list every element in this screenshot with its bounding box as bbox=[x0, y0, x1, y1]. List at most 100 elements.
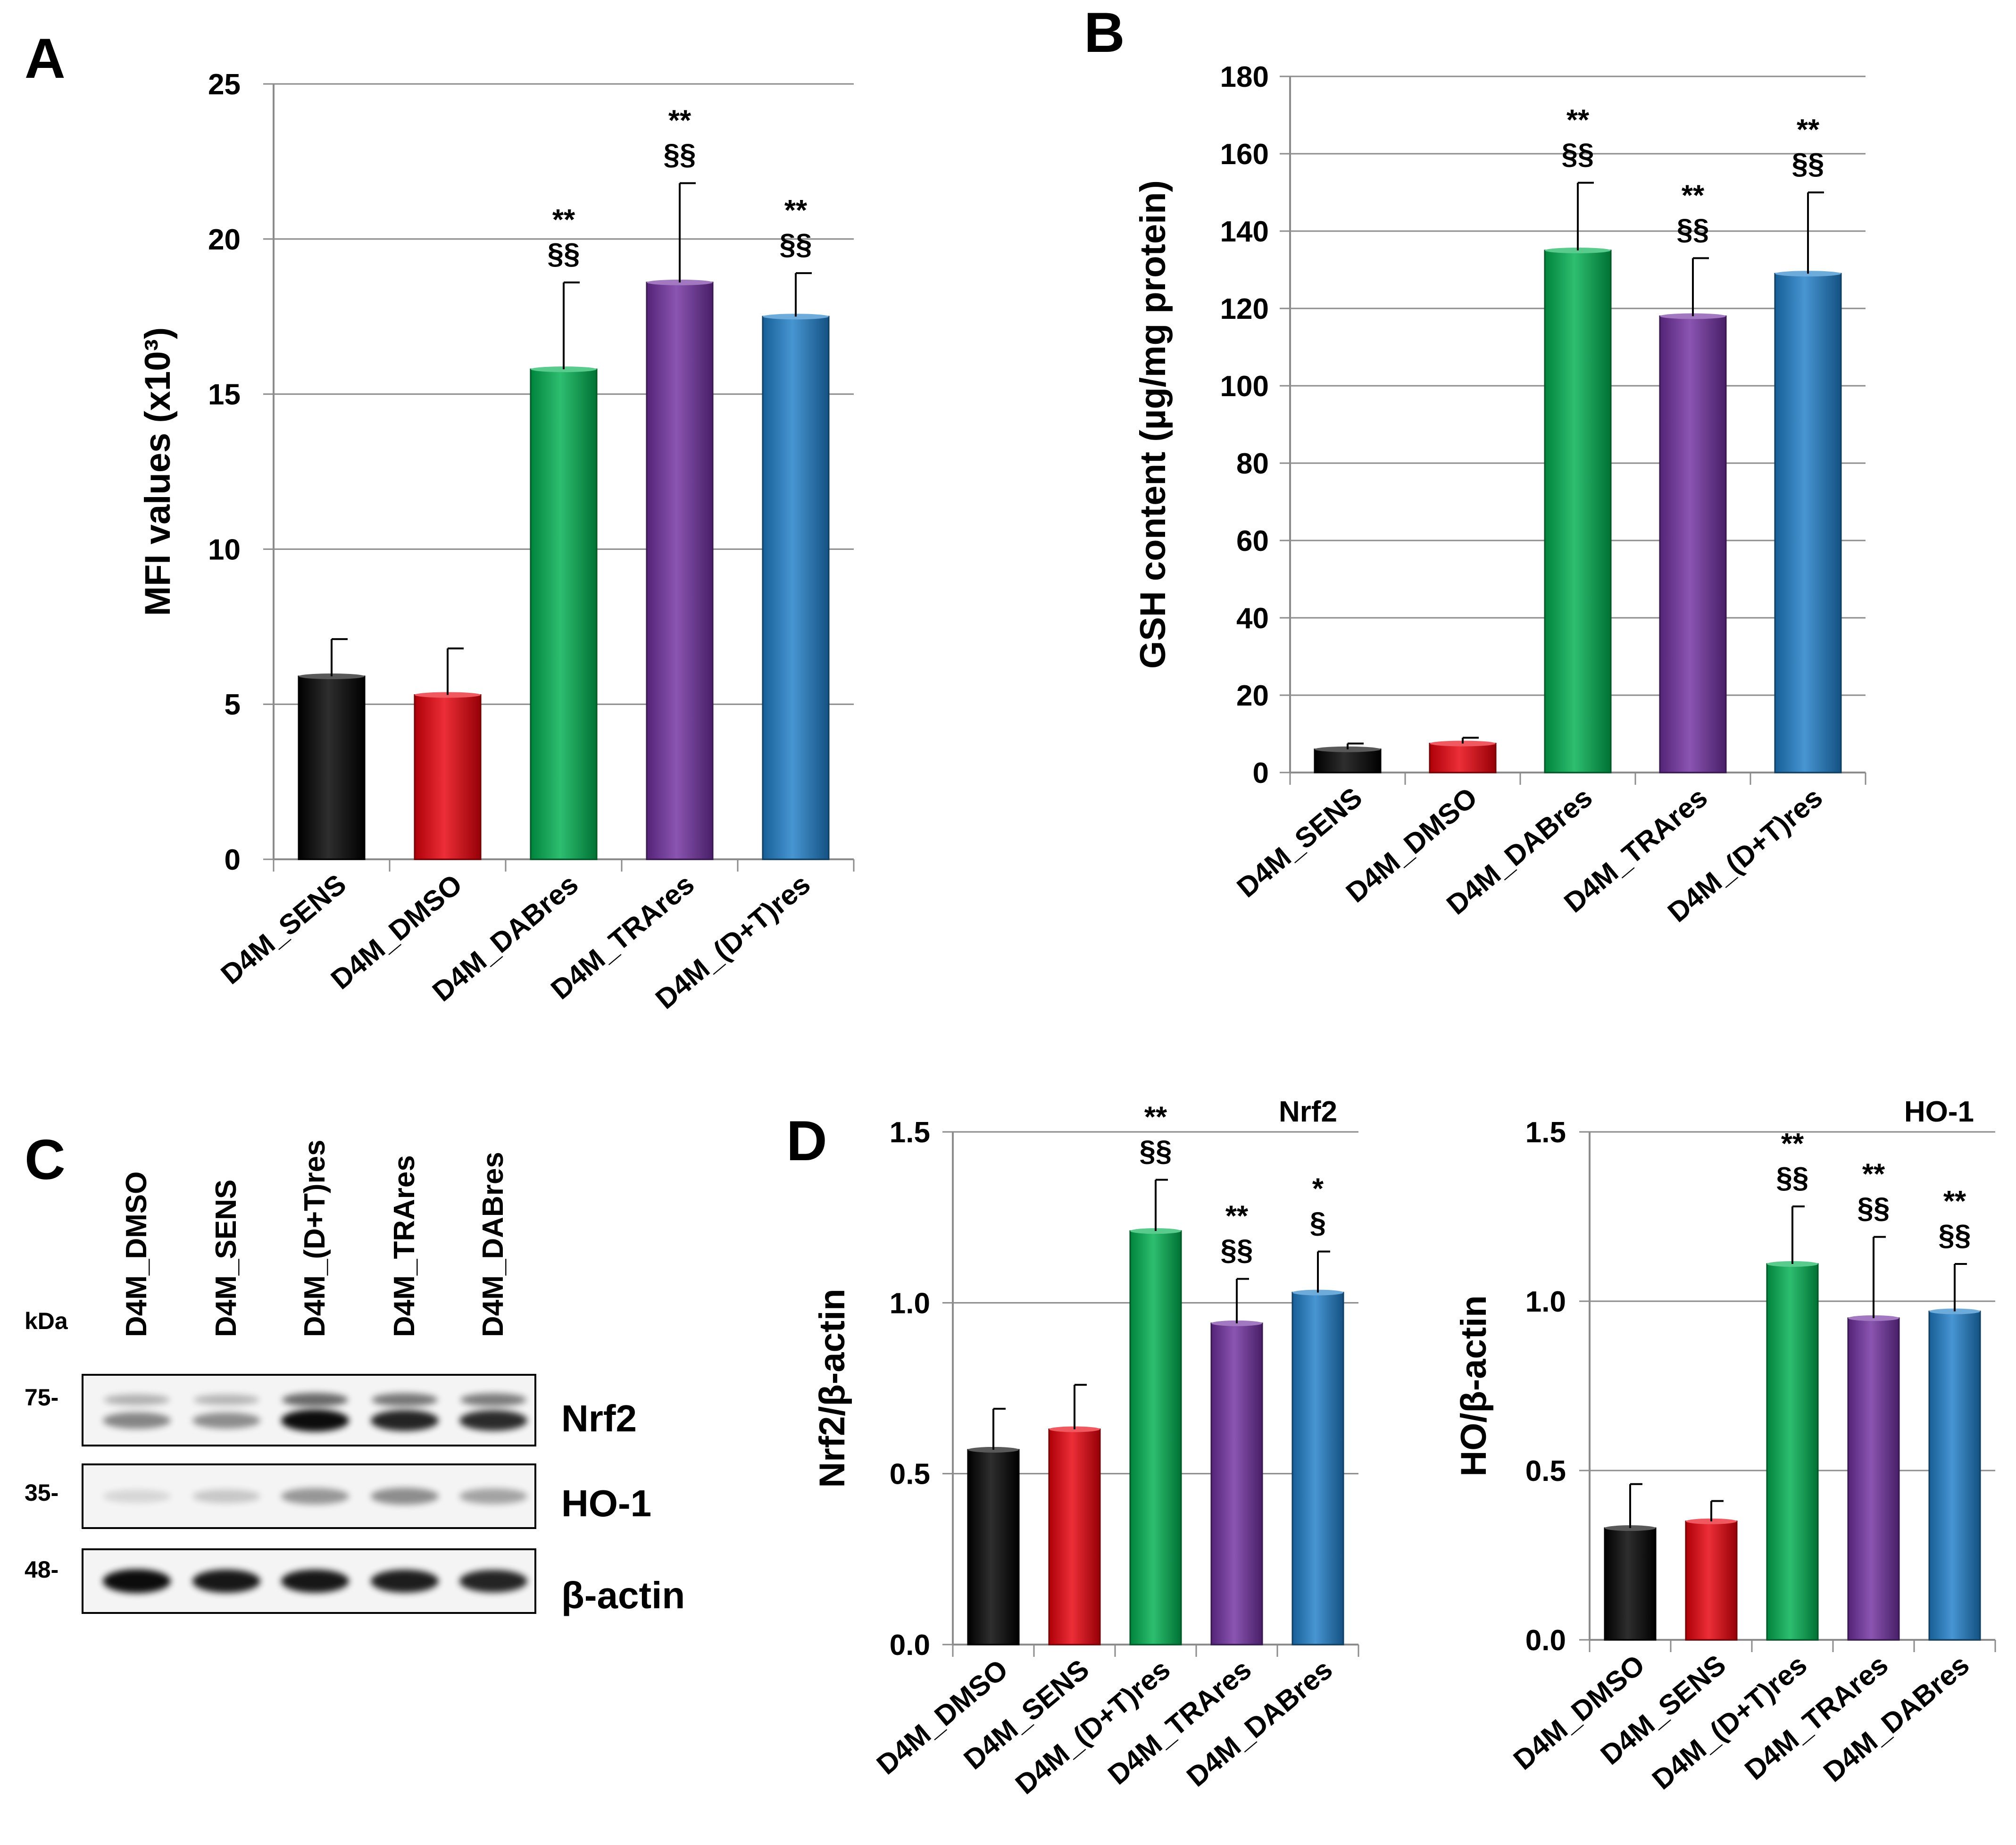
blot-band bbox=[459, 1570, 527, 1593]
blot-band bbox=[371, 1410, 439, 1431]
significance-star: ** bbox=[1682, 179, 1705, 212]
blot-band bbox=[281, 1569, 349, 1593]
blot-band bbox=[193, 1394, 259, 1405]
blot-band bbox=[192, 1412, 260, 1429]
y-tick-label: 0.5 bbox=[1525, 1455, 1566, 1488]
panel-letter: C bbox=[25, 1128, 66, 1191]
bar-D4M_DMSO bbox=[414, 694, 482, 860]
significance-section: § bbox=[1310, 1207, 1326, 1239]
blot-band bbox=[103, 1569, 171, 1593]
protein-label: β-actin bbox=[561, 1574, 685, 1616]
blot-band bbox=[104, 1394, 170, 1405]
bar-D4M_(D+T)res bbox=[1766, 1263, 1819, 1641]
y-tick-label: 15 bbox=[208, 379, 241, 411]
protein-label: HO-1 bbox=[561, 1482, 651, 1524]
chart-panel-d-nrf2: 0.00.51.01.5D4M_DMSOD4M_SENS**§§D4M_(D+T… bbox=[786, 1096, 1359, 1800]
panel-letter: B bbox=[1084, 1, 1125, 64]
significance-star: ** bbox=[1943, 1185, 1966, 1218]
significance-section: §§ bbox=[1221, 1234, 1253, 1267]
significance-section: §§ bbox=[1939, 1219, 1971, 1252]
y-tick-label: 0.0 bbox=[1525, 1624, 1566, 1657]
significance-section: §§ bbox=[1562, 138, 1594, 171]
y-tick-label: 5 bbox=[225, 689, 241, 721]
blot-band bbox=[192, 1489, 260, 1504]
protein-label: Nrf2 bbox=[561, 1397, 637, 1439]
significance-section: §§ bbox=[1140, 1135, 1172, 1167]
y-tick-label: 0 bbox=[225, 844, 241, 876]
significance-section: §§ bbox=[1677, 213, 1709, 246]
y-tick-label: 0 bbox=[1253, 757, 1269, 790]
y-tick-label: 40 bbox=[1236, 602, 1269, 635]
chart-title: HO-1 bbox=[1904, 1096, 1974, 1128]
y-tick-label: 60 bbox=[1236, 525, 1269, 557]
significance-section: §§ bbox=[664, 138, 696, 171]
chart-title: Nrf2 bbox=[1279, 1096, 1337, 1128]
bar-D4M_DMSO bbox=[1429, 743, 1497, 773]
significance-star: ** bbox=[1144, 1101, 1167, 1133]
significance-section: §§ bbox=[1776, 1162, 1809, 1194]
blot-band bbox=[371, 1570, 439, 1593]
y-tick-label: 80 bbox=[1236, 448, 1269, 480]
y-axis-label: Nrf2/β-actin bbox=[812, 1288, 852, 1488]
y-tick-label: 0.5 bbox=[890, 1458, 930, 1491]
bar-D4M_SENS bbox=[298, 675, 366, 860]
chart-panel-a: 0510152025D4M_SENSD4M_DMSO**§§D4M_DABres… bbox=[25, 27, 855, 1015]
significance-section: §§ bbox=[1792, 148, 1824, 180]
y-axis-label: MFI values (x10³) bbox=[138, 327, 178, 616]
significance-section: §§ bbox=[548, 238, 580, 270]
bar-D4M_TRAres bbox=[646, 282, 714, 860]
bar-D4M_TRAres bbox=[1659, 315, 1727, 773]
y-tick-label: 180 bbox=[1220, 61, 1269, 93]
x-category-label: D4M_TRAres bbox=[1102, 1654, 1257, 1791]
molecular-weight-marker: 48- bbox=[25, 1556, 58, 1583]
molecular-weight-marker: 75- bbox=[25, 1384, 58, 1411]
bar-D4M_TRAres bbox=[1847, 1317, 1900, 1641]
blot-band bbox=[460, 1393, 526, 1406]
blot-band bbox=[459, 1410, 527, 1431]
y-tick-label: 1.0 bbox=[890, 1287, 930, 1320]
x-category-label: D4M_DABres bbox=[1817, 1649, 1975, 1788]
y-axis-label: HO/β-actin bbox=[1454, 1295, 1494, 1476]
y-tick-label: 1.5 bbox=[890, 1116, 930, 1149]
bar-D4M_TRAres bbox=[1210, 1322, 1263, 1646]
bar-D4M_DABres bbox=[1291, 1292, 1344, 1646]
bar-D4M_(D+T)res bbox=[1774, 273, 1842, 773]
bar-D4M_SENS bbox=[1048, 1428, 1101, 1646]
significance-star: ** bbox=[1797, 114, 1820, 146]
significance-star: ** bbox=[1566, 104, 1590, 137]
blot-band bbox=[282, 1393, 348, 1407]
blot-band bbox=[371, 1488, 439, 1505]
significance-star: ** bbox=[668, 104, 691, 137]
y-tick-label: 100 bbox=[1220, 370, 1269, 403]
molecular-weight-marker: 35- bbox=[25, 1479, 58, 1506]
y-tick-label: 1.5 bbox=[1525, 1116, 1566, 1149]
chart-panel-b: 020406080100120140160180D4M_SENSD4M_DMSO… bbox=[1084, 1, 1866, 928]
significance-star: ** bbox=[552, 204, 575, 236]
bar-D4M_DABres bbox=[530, 368, 598, 860]
bar-D4M_SENS bbox=[1314, 748, 1382, 773]
bar-D4M_DMSO bbox=[1604, 1527, 1657, 1641]
panel-letter: A bbox=[25, 27, 66, 90]
y-tick-label: 20 bbox=[1236, 680, 1269, 712]
significance-star: ** bbox=[784, 194, 808, 227]
blot-band bbox=[372, 1393, 438, 1407]
significance-section: §§ bbox=[1858, 1192, 1890, 1225]
y-tick-label: 0.0 bbox=[890, 1629, 930, 1662]
significance-star: ** bbox=[1781, 1128, 1804, 1160]
y-tick-label: 20 bbox=[208, 224, 241, 256]
x-category-label: D4M_DABres bbox=[1181, 1654, 1338, 1793]
chart-panel-d-ho1: 0.00.51.01.5D4M_DMSOD4M_SENS**§§D4M_(D+T… bbox=[1454, 1096, 1996, 1795]
significance-star: * bbox=[1312, 1173, 1324, 1205]
y-tick-label: 25 bbox=[208, 68, 241, 101]
blot-band bbox=[103, 1412, 171, 1429]
blot-band bbox=[281, 1488, 349, 1504]
y-tick-label: 140 bbox=[1220, 216, 1269, 248]
lane-label: D4M_SENS bbox=[210, 1180, 242, 1337]
kda-label: kDa bbox=[25, 1308, 68, 1334]
bar-D4M_(D+T)res bbox=[1129, 1230, 1182, 1646]
blot-band bbox=[103, 1489, 171, 1503]
bar-D4M_(D+T)res bbox=[762, 316, 830, 860]
y-tick-label: 160 bbox=[1220, 138, 1269, 171]
lane-label: D4M_DMSO bbox=[120, 1172, 153, 1337]
